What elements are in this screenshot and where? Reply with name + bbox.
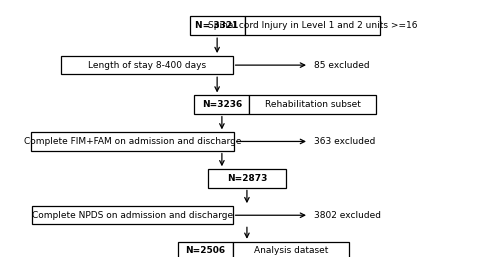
Text: 85 excluded: 85 excluded	[314, 61, 370, 70]
Text: N=2506: N=2506	[185, 246, 226, 255]
Bar	[61, 56, 232, 74]
Bar	[32, 206, 232, 224]
Text: 363 excluded: 363 excluded	[314, 137, 375, 146]
Text: Analysis dataset: Analysis dataset	[254, 246, 328, 255]
Text: 3802 excluded: 3802 excluded	[314, 211, 380, 220]
Bar	[194, 95, 250, 114]
Text: N= 3321: N= 3321	[196, 21, 239, 30]
Text: Spinal cord Injury in Level 1 and 2 units >=16: Spinal cord Injury in Level 1 and 2 unit…	[208, 21, 417, 30]
Bar	[232, 242, 350, 260]
Text: Length of stay 8-400 days: Length of stay 8-400 days	[88, 61, 206, 70]
Bar	[208, 169, 286, 187]
Text: Rehabilitation subset: Rehabilitation subset	[264, 100, 360, 109]
Bar	[250, 95, 376, 114]
Bar	[31, 132, 234, 151]
Text: N=3236: N=3236	[202, 100, 242, 109]
Bar	[244, 16, 380, 35]
Text: Complete FIM+FAM on admission and discharge: Complete FIM+FAM on admission and discha…	[24, 137, 242, 146]
Text: Complete NPDS on admission and discharge: Complete NPDS on admission and discharge	[32, 211, 233, 220]
Bar	[190, 16, 244, 35]
Bar	[178, 242, 233, 260]
Text: N=2873: N=2873	[226, 174, 267, 183]
